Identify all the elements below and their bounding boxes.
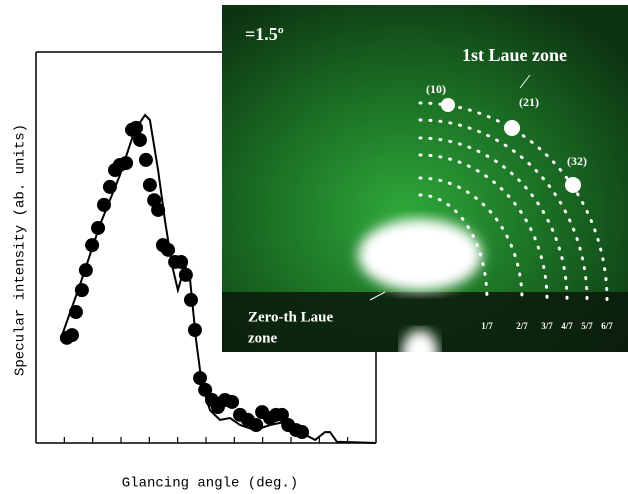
fraction-label: 3/7 [541,321,553,331]
zone-label: 1st Laue zone [462,45,567,65]
spot-label: (10) [426,82,446,96]
fraction-label: 4/7 [561,321,573,331]
diffraction-spot [565,177,581,193]
inset-image: =1.5º 1st Laue zone (10) (21) (32) Zero-… [222,5,628,374]
x-axis-label: Glancing angle (deg.) [122,476,298,492]
figure: Specular intensity (ab. units) Glancing … [0,0,628,494]
data-point [133,133,147,147]
data-point [65,328,79,342]
data-point [139,153,153,167]
fraction-label: 6/7 [601,321,613,331]
bright-spot [358,219,482,291]
data-point [143,178,157,192]
diffraction-spot [504,120,520,136]
specular-spot [402,330,438,374]
fraction-label: 1/7 [481,321,493,331]
spot-label: (32) [567,154,587,168]
diffraction-spot [441,98,455,112]
zero-zone-label: zone [248,330,278,346]
data-point [225,395,239,409]
fraction-label: 5/7 [581,321,593,331]
spot-label: (21) [519,95,539,109]
zero-zone-label: Zero-th Laue [248,309,333,325]
fraction-label: 2/7 [516,321,528,331]
angle-label: =1.5º [245,24,284,44]
y-axis-label: Specular intensity (ab. units) [13,124,29,376]
